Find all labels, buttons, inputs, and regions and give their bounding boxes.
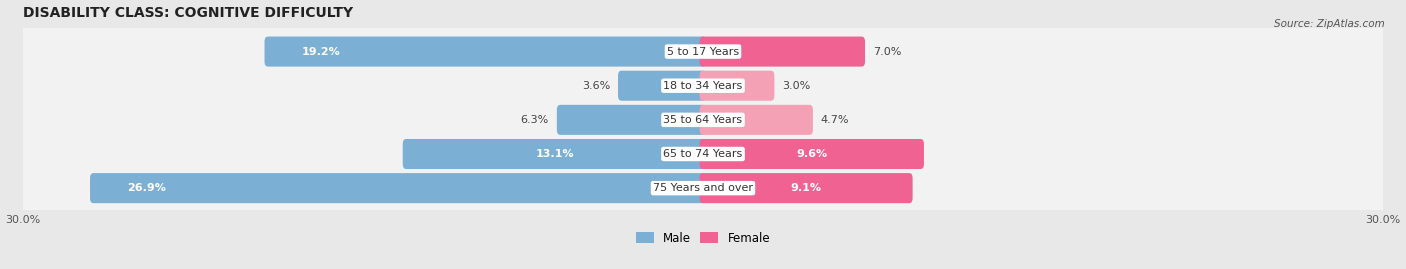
FancyBboxPatch shape xyxy=(700,37,865,67)
Text: 5 to 17 Years: 5 to 17 Years xyxy=(666,47,740,56)
FancyBboxPatch shape xyxy=(10,27,1396,76)
Text: 9.6%: 9.6% xyxy=(796,149,827,159)
Text: 18 to 34 Years: 18 to 34 Years xyxy=(664,81,742,91)
FancyBboxPatch shape xyxy=(700,173,912,203)
Text: 35 to 64 Years: 35 to 64 Years xyxy=(664,115,742,125)
Text: 75 Years and over: 75 Years and over xyxy=(652,183,754,193)
FancyBboxPatch shape xyxy=(264,37,706,67)
Text: 7.0%: 7.0% xyxy=(873,47,901,56)
Text: 4.7%: 4.7% xyxy=(821,115,849,125)
FancyBboxPatch shape xyxy=(700,139,924,169)
Text: 6.3%: 6.3% xyxy=(520,115,548,125)
FancyBboxPatch shape xyxy=(10,130,1396,178)
FancyBboxPatch shape xyxy=(10,62,1396,110)
FancyBboxPatch shape xyxy=(90,173,706,203)
FancyBboxPatch shape xyxy=(10,95,1396,144)
Text: 26.9%: 26.9% xyxy=(128,183,166,193)
FancyBboxPatch shape xyxy=(557,105,706,135)
Text: 9.1%: 9.1% xyxy=(790,183,821,193)
Text: 3.6%: 3.6% xyxy=(582,81,610,91)
Text: Source: ZipAtlas.com: Source: ZipAtlas.com xyxy=(1274,19,1385,29)
FancyBboxPatch shape xyxy=(10,164,1396,213)
FancyBboxPatch shape xyxy=(700,105,813,135)
Text: 3.0%: 3.0% xyxy=(782,81,811,91)
Text: 13.1%: 13.1% xyxy=(536,149,574,159)
FancyBboxPatch shape xyxy=(619,71,706,101)
Legend: Male, Female: Male, Female xyxy=(636,232,770,245)
Text: 19.2%: 19.2% xyxy=(302,47,340,56)
FancyBboxPatch shape xyxy=(402,139,706,169)
Text: 65 to 74 Years: 65 to 74 Years xyxy=(664,149,742,159)
Text: DISABILITY CLASS: COGNITIVE DIFFICULTY: DISABILITY CLASS: COGNITIVE DIFFICULTY xyxy=(22,6,353,20)
FancyBboxPatch shape xyxy=(700,71,775,101)
